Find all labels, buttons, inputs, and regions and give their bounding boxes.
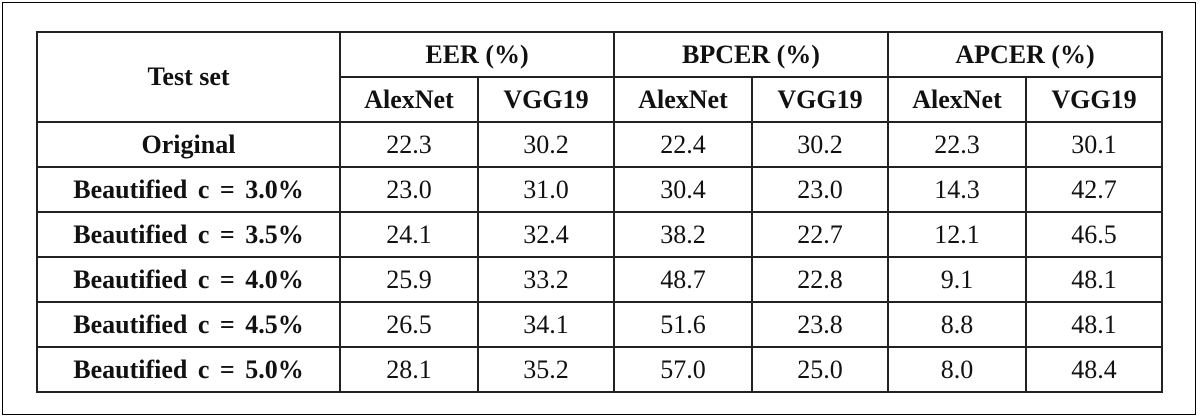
table-cell: 26.5 bbox=[339, 301, 479, 348]
row-label: Beautified c = 3.0% bbox=[36, 166, 341, 213]
table-cell: 28.1 bbox=[339, 346, 479, 393]
table-row: Beautified c = 4.0% 25.9 33.2 48.7 22.8 9.1 48… bbox=[36, 256, 1163, 303]
table-cell: 46.5 bbox=[1025, 211, 1163, 258]
group-header: APCER (%) bbox=[887, 31, 1163, 78]
table-cell: 48.4 bbox=[1025, 346, 1163, 393]
table-cell: 25.0 bbox=[751, 346, 889, 393]
group-header: EER (%) bbox=[339, 31, 615, 78]
table-row: Beautified c = 3.5% 24.1 32.4 38.2 22.7 12.1 4… bbox=[36, 211, 1163, 258]
table-cell: 22.3 bbox=[887, 121, 1027, 168]
column-header: AlexNet bbox=[887, 76, 1027, 123]
table-cell: 30.1 bbox=[1025, 121, 1163, 168]
table-row: Beautified c = 4.5% 26.5 34.1 51.6 23.8 8.8 48… bbox=[36, 301, 1163, 348]
table-cell: 8.0 bbox=[887, 346, 1027, 393]
table-cell: 51.6 bbox=[613, 301, 753, 348]
row-label: Beautified c = 5.0% bbox=[36, 346, 341, 393]
results-table: Test set EER (%) BPCER (%) APCER (%) AlexN… bbox=[36, 31, 1163, 393]
table-cell: 33.2 bbox=[477, 256, 615, 303]
column-header: AlexNet bbox=[613, 76, 753, 123]
table-cell: 57.0 bbox=[613, 346, 753, 393]
table-cell: 14.3 bbox=[887, 166, 1027, 213]
table-row: Beautified c = 3.0% 23.0 31.0 30.4 23.0 14.3 4… bbox=[36, 166, 1163, 213]
table-cell: 35.2 bbox=[477, 346, 615, 393]
table-cell: 25.9 bbox=[339, 256, 479, 303]
column-header: VGG19 bbox=[1025, 76, 1163, 123]
table-cell: 23.0 bbox=[751, 166, 889, 213]
header-row: Test set EER (%) BPCER (%) APCER (%) bbox=[36, 31, 1163, 123]
table-cell: 38.2 bbox=[613, 211, 753, 258]
table-row: Original 22.3 30.2 22.4 30.2 22.3 30.1 bbox=[36, 121, 1163, 168]
table-cell: 32.4 bbox=[477, 211, 615, 258]
table-row: Beautified c = 5.0% 28.1 35.2 57.0 25.0 8.0 48… bbox=[36, 346, 1163, 393]
table-cell: 22.3 bbox=[339, 121, 479, 168]
table-cell: 48.7 bbox=[613, 256, 753, 303]
table-cell: 22.7 bbox=[751, 211, 889, 258]
table-cell: 34.1 bbox=[477, 301, 615, 348]
header-cell: Test set bbox=[36, 31, 341, 123]
table-cell: 23.8 bbox=[751, 301, 889, 348]
row-label: Original bbox=[36, 121, 341, 168]
column-header: AlexNet bbox=[339, 76, 479, 123]
table-cell: 12.1 bbox=[887, 211, 1027, 258]
table-cell: 22.4 bbox=[613, 121, 753, 168]
table-cell: 48.1 bbox=[1025, 256, 1163, 303]
table-cell: 42.7 bbox=[1025, 166, 1163, 213]
group-header: BPCER (%) bbox=[613, 31, 889, 78]
table-cell: 30.2 bbox=[751, 121, 889, 168]
column-header: VGG19 bbox=[751, 76, 889, 123]
table-cell: 48.1 bbox=[1025, 301, 1163, 348]
table-cell: 24.1 bbox=[339, 211, 479, 258]
table-cell: 23.0 bbox=[339, 166, 479, 213]
table-cell: 22.8 bbox=[751, 256, 889, 303]
table-cell: 31.0 bbox=[477, 166, 615, 213]
table-body: Original 22.3 30.2 22.4 30.2 22.3 30.1 Beautifi… bbox=[36, 121, 1163, 393]
column-header: VGG19 bbox=[477, 76, 615, 123]
header-row: AlexNet VGG19 AlexNet VGG19 AlexNet VGG19 bbox=[37, 76, 1163, 123]
table-cell: 30.4 bbox=[613, 166, 753, 213]
row-label: Beautified c = 3.5% bbox=[36, 211, 341, 258]
table-header: Test set EER (%) BPCER (%) APCER (%) AlexN… bbox=[36, 31, 1163, 123]
row-label: Beautified c = 4.5% bbox=[36, 301, 341, 348]
row-label: Beautified c = 4.0% bbox=[36, 256, 341, 303]
table-cell: 8.8 bbox=[887, 301, 1027, 348]
table-cell: 30.2 bbox=[477, 121, 615, 168]
table-cell: 9.1 bbox=[887, 256, 1027, 303]
